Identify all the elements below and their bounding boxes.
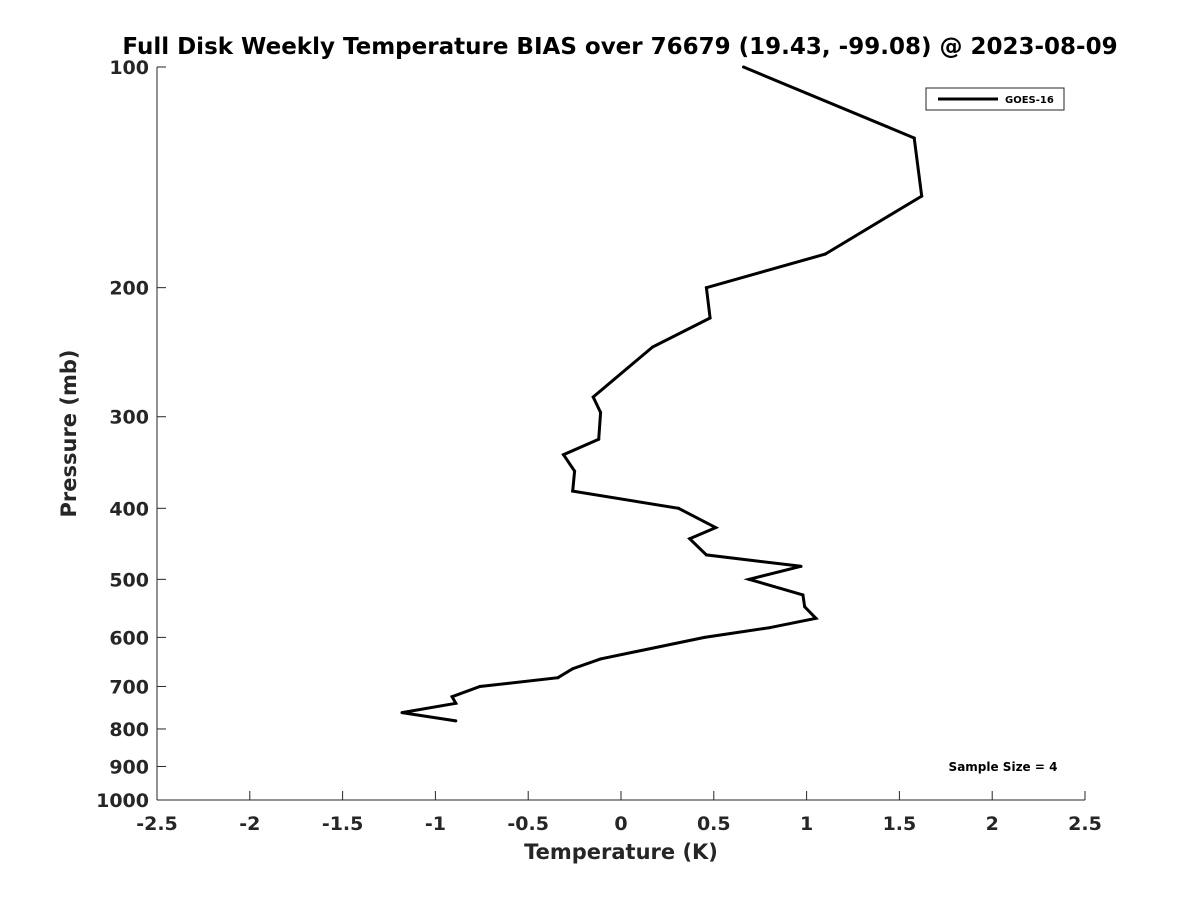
series-line-goes-16 — [401, 65, 924, 723]
data-point — [823, 252, 827, 256]
data-point — [741, 65, 745, 69]
y-axis-ticks: 100 200 300 400 500 600 700 800 900 1000 — [96, 57, 166, 812]
data-point — [912, 136, 916, 140]
x-tick-label-neg2p5: -2.5 — [136, 813, 178, 835]
data-point — [454, 701, 458, 705]
x-axis-ticks: -2.5 -2 -1.5 -1 -0.5 0 0.5 1 1.5 2 2.5 — [136, 791, 1102, 835]
x-tick-label-2p5: 2.5 — [1068, 813, 1102, 835]
x-tick-label-neg1: -1 — [425, 813, 446, 835]
data-point — [803, 605, 807, 609]
data-point — [561, 453, 565, 457]
data-point — [651, 345, 655, 349]
x-axis-label: Temperature (K) — [524, 840, 718, 864]
x-tick-label-neg1p5: -1.5 — [322, 813, 364, 835]
data-point — [704, 286, 708, 290]
data-point — [799, 564, 803, 568]
x-tick-label-1: 1 — [800, 813, 813, 835]
sample-size-annotation: Sample Size = 4 — [949, 760, 1058, 774]
data-point — [573, 469, 577, 473]
data-point — [767, 626, 771, 630]
data-point — [677, 506, 681, 510]
y-tick-label-400: 400 — [109, 498, 149, 520]
data-point — [478, 684, 482, 688]
y-tick-label-1000: 1000 — [96, 790, 149, 812]
y-tick-label-300: 300 — [109, 407, 149, 429]
legend-entry-goes-16: GOES-16 — [1005, 95, 1054, 106]
data-point — [556, 676, 560, 680]
data-point — [708, 316, 712, 320]
data-point — [814, 616, 818, 620]
data-point — [599, 657, 603, 661]
series-layer — [400, 65, 924, 723]
y-tick-label-500: 500 — [109, 569, 149, 591]
y-tick-label-700: 700 — [109, 676, 149, 698]
data-point — [801, 593, 805, 597]
plot-background — [157, 67, 1085, 800]
legend: GOES-16 — [925, 87, 1065, 111]
y-tick-label-100: 100 — [109, 57, 149, 79]
x-tick-label-neg2: -2 — [239, 813, 260, 835]
x-tick-label-1p5: 1.5 — [883, 813, 917, 835]
data-point — [450, 695, 454, 699]
data-point — [704, 553, 708, 557]
y-axis-label: Pressure (mb) — [57, 350, 81, 518]
data-point — [400, 711, 404, 715]
data-point — [703, 635, 707, 639]
data-point — [747, 577, 751, 581]
data-point — [599, 410, 603, 414]
data-point — [571, 667, 575, 671]
y-tick-label-200: 200 — [109, 278, 149, 300]
x-tick-label-neg0p5: -0.5 — [507, 813, 549, 835]
chart-title: Full Disk Weekly Temperature BIAS over 7… — [122, 34, 1117, 60]
data-point — [714, 526, 718, 530]
data-point — [454, 719, 458, 723]
x-tick-label-0p5: 0.5 — [697, 813, 731, 835]
data-point — [591, 395, 595, 399]
x-tick-label-0: 0 — [614, 813, 627, 835]
data-point — [571, 489, 575, 493]
data-point — [920, 194, 924, 198]
data-point — [688, 537, 692, 541]
y-tick-label-800: 800 — [109, 719, 149, 741]
data-point — [597, 437, 601, 441]
x-tick-label-2: 2 — [986, 813, 999, 835]
plot-area: -2.5 -2 -1.5 -1 -0.5 0 0.5 1 1.5 2 2.5 100 200 300 40… — [96, 57, 1102, 835]
y-tick-label-600: 600 — [109, 627, 149, 649]
y-tick-label-900: 900 — [109, 756, 149, 778]
